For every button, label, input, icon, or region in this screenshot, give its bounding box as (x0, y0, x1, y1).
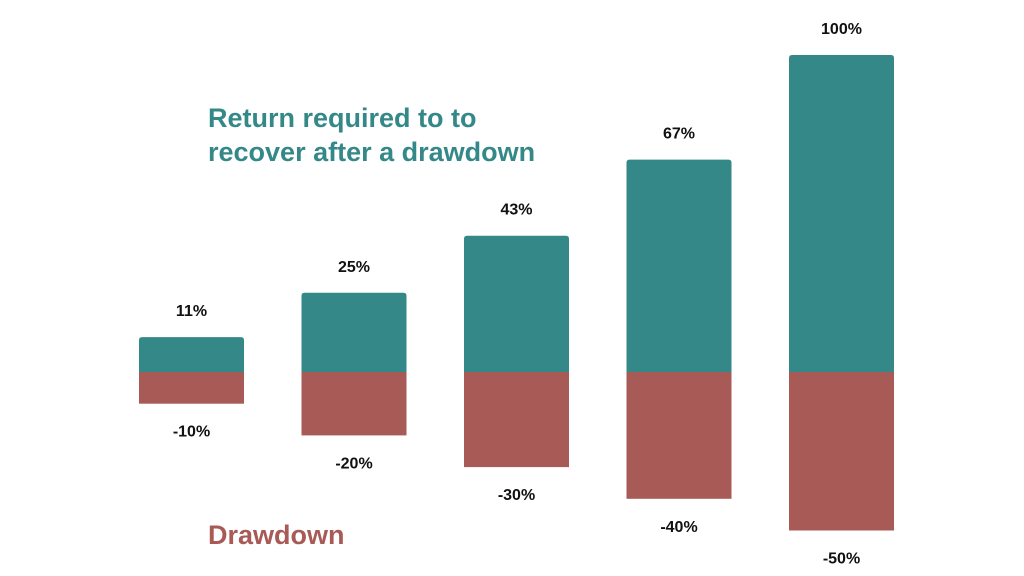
drawdown-bar-2 (301, 372, 407, 436)
chart-title-line-1: Return required to to (208, 103, 477, 133)
return-bar-3 (464, 235, 569, 372)
chart-title-line-2: recover after a drawdown (208, 137, 535, 167)
drawdown-value-label-1: -10% (173, 424, 210, 441)
return-value-label-3: 43% (500, 202, 532, 219)
bars-group (139, 55, 894, 531)
drawdown-bar-5 (789, 372, 894, 531)
return-value-label-4: 67% (663, 126, 695, 143)
return-bar-4 (626, 159, 732, 372)
return-value-label-1: 11% (176, 303, 207, 320)
drawdown-legend-label: Drawdown (208, 520, 345, 550)
drawdown-value-label-2: -20% (335, 455, 372, 472)
drawdown-bar-4 (626, 372, 732, 499)
drawdown-value-label-5: -50% (823, 551, 860, 568)
value-labels-group: 11% -10% 25% -20% 43% -30% 67% -40% 100% -50% (173, 21, 862, 568)
drawdown-bar-1 (139, 372, 244, 404)
return-value-label-2: 25% (338, 259, 370, 276)
drawdown-value-label-3: -30% (498, 487, 535, 504)
drawdown-bar-3 (464, 372, 569, 468)
return-value-label-5: 100% (821, 21, 862, 38)
return-bar-2 (301, 292, 407, 372)
drawdown-value-label-4: -40% (660, 519, 697, 536)
return-bar-1 (139, 337, 244, 372)
return-bar-5 (789, 55, 894, 372)
